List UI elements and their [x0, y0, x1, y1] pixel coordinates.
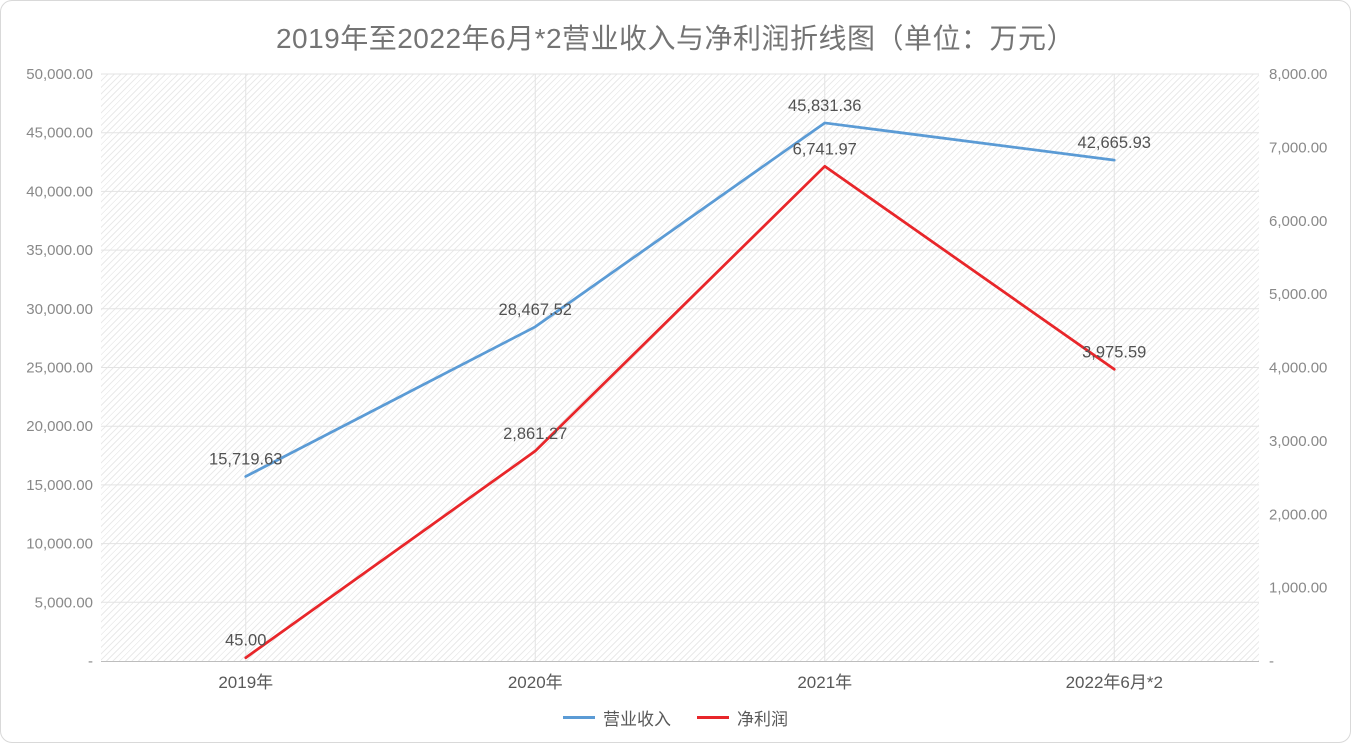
- y-axis-left-tick-label: 10,000.00: [26, 536, 93, 553]
- y-axis-left-tick-label: 15,000.00: [26, 477, 93, 494]
- legend-item-revenue[interactable]: 营业收入: [563, 705, 671, 730]
- y-axis-right-tick-label: 4,000.00: [1269, 360, 1327, 377]
- y-axis-right-tick-label: 3,000.00: [1269, 433, 1327, 450]
- legend-item-net-profit[interactable]: 净利润: [697, 705, 788, 730]
- y-axis-right-tick-label: -: [1269, 653, 1274, 670]
- legend: 营业收入 净利润: [1, 705, 1350, 730]
- y-axis-left-tick-label: 20,000.00: [26, 418, 93, 435]
- y-axis-left-tick-label: 5,000.00: [35, 594, 93, 611]
- revenue-data-label: 28,467.52: [499, 301, 572, 319]
- y-axis-left-tick-label: 35,000.00: [26, 242, 93, 259]
- x-axis-category-label: 2022年6月*2: [1066, 673, 1163, 692]
- net-profit-data-label: 6,741.97: [793, 140, 857, 158]
- revenue-series-line[interactable]: [244, 121, 1116, 478]
- legend-label-revenue: 营业收入: [603, 710, 671, 729]
- y-axis-left-tick-label: 45,000.00: [26, 125, 93, 142]
- y-axis-left-tick-label: 30,000.00: [26, 301, 93, 318]
- net-profit-data-label: 2,861.27: [503, 425, 567, 443]
- y-axis-right-tick-label: 1,000.00: [1269, 580, 1327, 597]
- y-axis-left-tick-label: 50,000.00: [26, 66, 93, 83]
- revenue-data-label: 15,719.63: [209, 450, 282, 468]
- y-axis-right-tick-label: 5,000.00: [1269, 286, 1327, 303]
- revenue-line-swatch-icon: [563, 716, 595, 719]
- revenue-data-label: 42,665.93: [1078, 134, 1151, 152]
- y-axis-left-tick-label: 40,000.00: [26, 183, 93, 200]
- y-axis-left-tick-label: 25,000.00: [26, 360, 93, 377]
- net-profit-line-swatch-icon: [697, 716, 729, 719]
- net-profit-data-label: 45.00: [225, 632, 266, 650]
- y-axis-right-tick-label: 6,000.00: [1269, 213, 1327, 230]
- x-axis-category-label: 2021年: [797, 673, 852, 692]
- x-axis-category-label: 2019年: [218, 673, 273, 692]
- x-axis-category-label: 2020年: [508, 673, 563, 692]
- chart-title: 2019年至2022年6月*2营业收入与净利润折线图（单位：万元）: [275, 23, 1076, 54]
- net-profit-series-line[interactable]: [244, 164, 1116, 660]
- revenue-data-label: 45,831.36: [788, 97, 861, 115]
- net-profit-data-label: 3,975.59: [1082, 343, 1146, 361]
- y-axis-right-tick-label: 7,000.00: [1269, 139, 1327, 156]
- y-axis-left-tick-label: -: [88, 653, 93, 670]
- y-axis-right-tick-label: 8,000.00: [1269, 66, 1327, 83]
- legend-label-net-profit: 净利润: [737, 710, 788, 729]
- y-axis-right-tick-label: 2,000.00: [1269, 506, 1327, 523]
